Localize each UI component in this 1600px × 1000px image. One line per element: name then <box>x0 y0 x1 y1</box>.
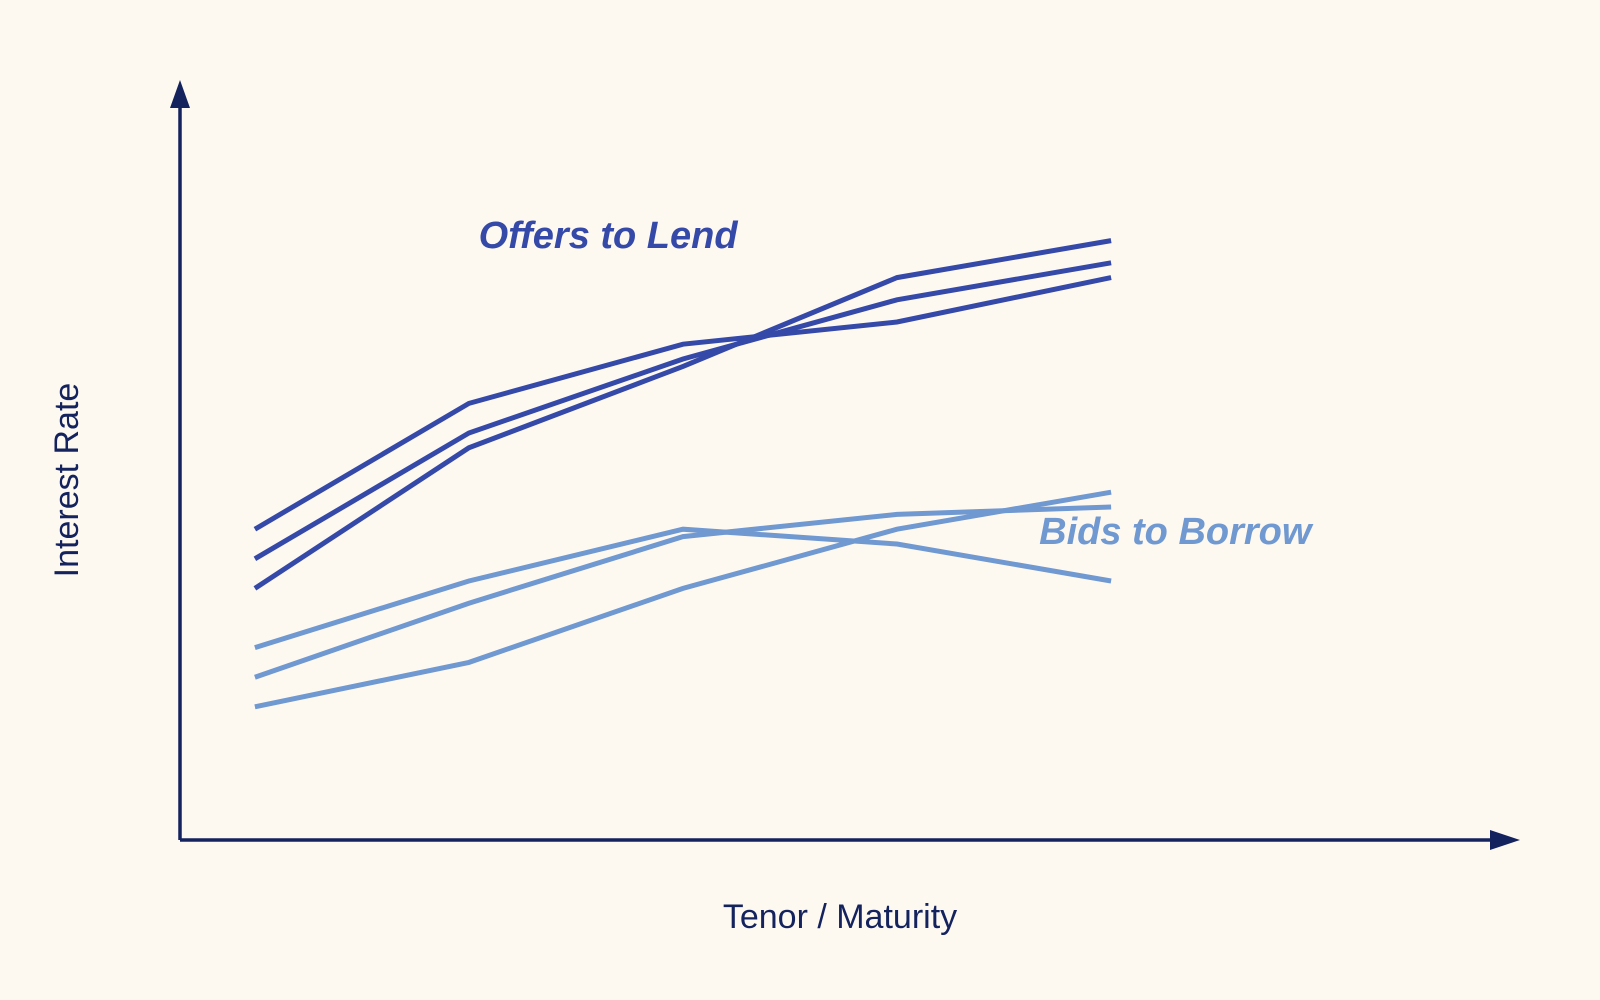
offers-curve-1 <box>253 275 1112 532</box>
y-axis-label: Interest Rate <box>48 383 86 578</box>
axes <box>170 80 1520 850</box>
y-axis-arrowhead <box>170 80 190 108</box>
offers-curve-2 <box>253 260 1112 561</box>
x-axis-arrowhead <box>1490 830 1520 850</box>
offers-group-label: Offers to Lend <box>479 215 739 257</box>
annotation-layer: Offers to Lend Bids to Borrow <box>479 215 1314 553</box>
x-axis-label: Tenor / Maturity <box>723 898 957 936</box>
bids-curve-6 <box>254 489 1112 710</box>
bids-curve-5 <box>254 504 1112 680</box>
series-layer <box>253 238 1112 710</box>
bids-curve-4 <box>254 526 1112 650</box>
bids-group-label: Bids to Borrow <box>1039 511 1314 553</box>
offers-curve-3 <box>253 238 1112 591</box>
